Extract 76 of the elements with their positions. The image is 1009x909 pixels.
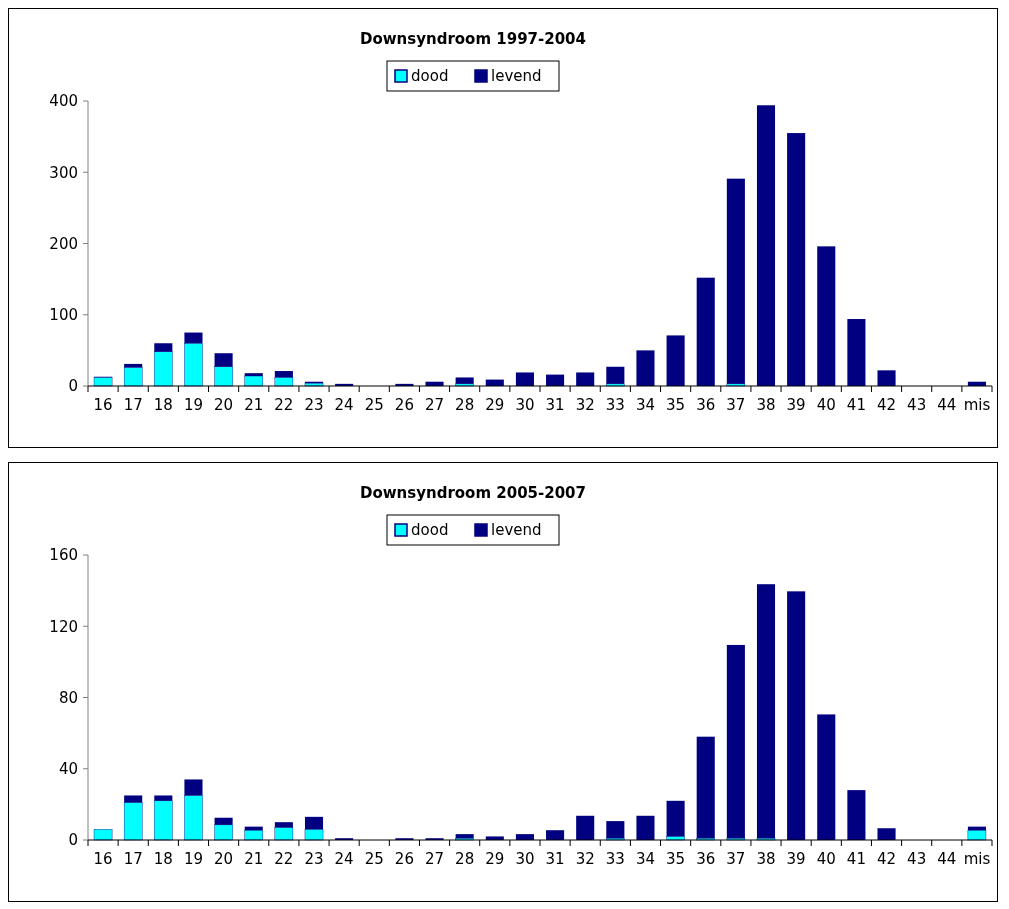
y-tick-label: 300	[49, 163, 78, 182]
x-tick-label: 26	[394, 396, 414, 414]
x-tick-label: 37	[726, 396, 746, 414]
x-tick-label: 28	[455, 850, 475, 868]
x-tick-label: 16	[93, 396, 113, 414]
x-tick-label: 30	[515, 396, 535, 414]
x-tick-label: 34	[635, 396, 656, 414]
x-tick-label: 33	[605, 396, 625, 414]
x-tick-label: 16	[93, 850, 113, 868]
y-tick-label: 400	[49, 92, 78, 111]
x-tick-label: 17	[123, 850, 143, 868]
x-tick-label: 43	[907, 396, 927, 414]
x-tick-label: 22	[274, 850, 294, 868]
x-tick-label: 18	[153, 850, 173, 868]
x-tick-label: 43	[907, 850, 927, 868]
x-tick-label: mis	[963, 396, 991, 414]
x-tick-label: 33	[605, 850, 625, 868]
x-tick-label: 18	[153, 396, 173, 414]
x-tick-label: 19	[183, 850, 204, 868]
x-tick-label: 36	[696, 850, 716, 868]
legend-label: dood	[411, 67, 449, 86]
x-tick-label: 28	[455, 396, 475, 414]
x-tick-label: 38	[756, 396, 776, 414]
x-tick-label: 26	[394, 850, 414, 868]
x-tick-label: 20	[214, 396, 234, 414]
x-tick-label: 38	[756, 850, 776, 868]
y-tick-label: 160	[49, 546, 78, 565]
x-tick-label: 39	[786, 850, 806, 868]
x-tick-label: 19	[183, 396, 204, 414]
chart-title: Downsyndroom 1997-2004	[360, 30, 586, 48]
x-tick-label: 29	[485, 396, 505, 414]
x-tick-label: 24	[334, 850, 354, 868]
y-tick-label: 120	[49, 617, 78, 636]
x-tick-label: 32	[575, 396, 595, 414]
x-tick-label: 42	[876, 850, 897, 868]
y-tick-label: 0	[68, 377, 78, 396]
y-tick-label: 0	[68, 831, 78, 850]
x-tick-label: 41	[846, 850, 866, 868]
x-tick-label: 31	[545, 850, 565, 868]
x-tick-label: 36	[696, 396, 716, 414]
x-tick-label: 44	[937, 850, 957, 868]
x-tick-label: 40	[816, 396, 836, 414]
x-tick-label: 25	[364, 850, 384, 868]
x-tick-label: 35	[666, 850, 686, 868]
x-tick-label: 32	[575, 850, 595, 868]
x-tick-label: 40	[816, 850, 836, 868]
x-tick-label: 25	[364, 396, 384, 414]
legend-label: levend	[491, 67, 542, 86]
x-tick-label: 22	[274, 396, 294, 414]
y-tick-label: 100	[49, 306, 78, 324]
y-tick-label: 200	[49, 234, 78, 253]
x-tick-label: 24	[334, 396, 354, 414]
y-tick-label: 40	[58, 760, 78, 778]
x-tick-label: 20	[214, 850, 234, 868]
x-tick-label: 39	[786, 396, 806, 414]
x-tick-label: 17	[123, 396, 143, 414]
y-tick-label: 80	[58, 688, 78, 707]
legend-label: dood	[411, 521, 449, 540]
x-tick-label: 34	[635, 850, 656, 868]
x-tick-label: 21	[244, 396, 264, 414]
x-tick-label: 21	[244, 850, 264, 868]
x-tick-label: 31	[545, 396, 565, 414]
x-tick-label: 27	[424, 850, 445, 868]
x-tick-label: 44	[937, 396, 957, 414]
legend-label: levend	[491, 521, 542, 540]
x-tick-label: 23	[304, 396, 324, 414]
x-tick-label: 23	[304, 850, 324, 868]
x-tick-label: mis	[963, 850, 991, 868]
x-tick-label: 37	[726, 850, 746, 868]
x-tick-label: 29	[485, 850, 505, 868]
x-tick-label: 27	[424, 396, 445, 414]
x-tick-label: 41	[846, 396, 866, 414]
x-tick-label: 35	[666, 396, 686, 414]
x-tick-label: 30	[515, 850, 535, 868]
x-tick-label: 42	[876, 396, 897, 414]
chart-title: Downsyndroom 2005-2007	[360, 484, 586, 502]
